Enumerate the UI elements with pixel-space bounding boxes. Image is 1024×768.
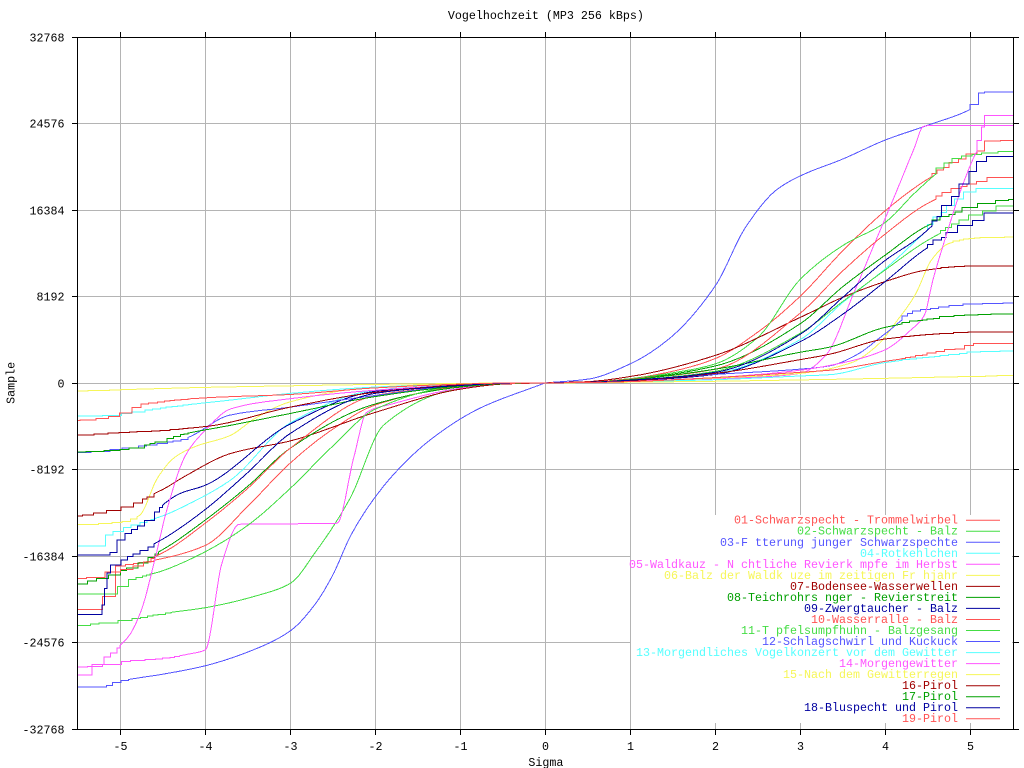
svg-text:17-Pirol: 17-Pirol: [902, 690, 958, 704]
svg-text:09-Zwergtaucher - Balz: 09-Zwergtaucher - Balz: [804, 602, 958, 616]
svg-text:3: 3: [797, 740, 804, 754]
svg-text:1: 1: [627, 740, 634, 754]
svg-text:8192: 8192: [37, 291, 65, 305]
svg-text:2: 2: [712, 740, 719, 754]
svg-text:16384: 16384: [30, 205, 65, 219]
svg-text:14-Morgengewitter: 14-Morgengewitter: [839, 657, 958, 671]
svg-text:05-Waldkauz - N chtliche Revie: 05-Waldkauz - N chtliche Revierk mpfe im…: [629, 558, 958, 572]
svg-text:06-Balz der Waldk uze im zeiti: 06-Balz der Waldk uze im zeitigen Fr hja…: [664, 569, 958, 583]
svg-text:13-Morgendliches Vogelkonzert: 13-Morgendliches Vogelkonzert vor dem Ge…: [636, 646, 958, 660]
svg-text:0: 0: [58, 378, 65, 392]
svg-text:-4: -4: [199, 740, 213, 754]
svg-text:08-Teichrohrs nger - Revierstr: 08-Teichrohrs nger - Revierstreit: [727, 591, 958, 605]
svg-text:Sample: Sample: [5, 362, 19, 404]
svg-text:Sigma: Sigma: [528, 756, 563, 768]
svg-text:10-Wasserralle - Balz: 10-Wasserralle - Balz: [811, 613, 958, 627]
svg-text:-24576: -24576: [23, 637, 65, 651]
svg-text:16-Pirol: 16-Pirol: [902, 679, 958, 693]
svg-text:32768: 32768: [30, 32, 65, 46]
svg-text:19-Pirol: 19-Pirol: [902, 712, 958, 726]
svg-text:24576: 24576: [30, 118, 65, 132]
svg-text:07-Bodensee-Wasserwellen: 07-Bodensee-Wasserwellen: [790, 580, 958, 594]
svg-text:4: 4: [882, 740, 889, 754]
svg-text:Vogelhochzeit (MP3 256 kBps): Vogelhochzeit (MP3 256 kBps): [448, 9, 644, 23]
svg-text:-16384: -16384: [23, 551, 65, 565]
svg-text:0: 0: [542, 740, 549, 754]
svg-text:04-Rotkehlchen: 04-Rotkehlchen: [860, 547, 958, 561]
svg-text:03-F tterung junger Schwarzspe: 03-F tterung junger Schwarzspechte: [720, 536, 958, 550]
svg-text:-3: -3: [284, 740, 298, 754]
svg-text:01-Schwarzspecht - Trommelwirb: 01-Schwarzspecht - Trommelwirbel: [734, 514, 958, 528]
svg-text:-8192: -8192: [30, 464, 65, 478]
svg-text:-32768: -32768: [23, 724, 65, 738]
svg-text:-5: -5: [114, 740, 128, 754]
svg-text:11-T pfelsumpfhuhn - Balzgesan: 11-T pfelsumpfhuhn - Balzgesang: [741, 624, 958, 638]
svg-text:12-Schlagschwirl und Kuckuck: 12-Schlagschwirl und Kuckuck: [762, 635, 958, 649]
svg-text:15-Nach dem Gewitterregen: 15-Nach dem Gewitterregen: [783, 668, 958, 682]
svg-text:02-Schwarzspecht - Balz: 02-Schwarzspecht - Balz: [797, 525, 958, 539]
svg-text:18-Bluspecht und Pirol: 18-Bluspecht und Pirol: [804, 701, 958, 715]
svg-text:-1: -1: [454, 740, 468, 754]
svg-text:5: 5: [967, 740, 974, 754]
svg-text:-2: -2: [369, 740, 383, 754]
